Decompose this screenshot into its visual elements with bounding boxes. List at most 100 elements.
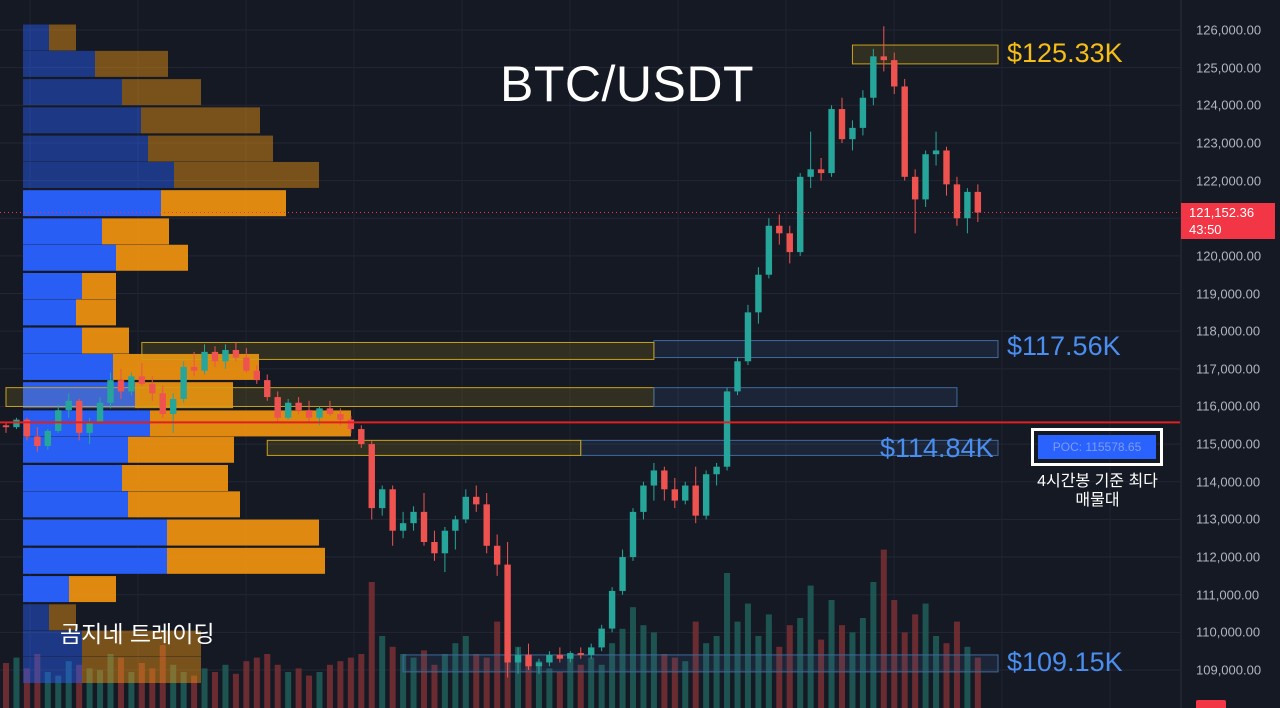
candle-body bbox=[358, 429, 365, 445]
candle-body bbox=[368, 444, 375, 509]
candle-body bbox=[817, 169, 825, 174]
candle-body bbox=[253, 370, 260, 381]
volume-bar bbox=[473, 654, 480, 708]
volume-bar bbox=[452, 643, 459, 708]
volume-bar bbox=[703, 643, 710, 708]
candle-body bbox=[870, 56, 877, 98]
volume-profile-sell-bar bbox=[49, 604, 76, 631]
candle-body bbox=[86, 421, 93, 433]
volume-bar bbox=[44, 672, 51, 708]
price-axis-tick: 111,000.00 bbox=[1196, 587, 1260, 603]
volume-bar bbox=[974, 657, 981, 708]
volume-bar bbox=[734, 621, 741, 708]
candle-body bbox=[849, 127, 856, 140]
level-label: $109.15K bbox=[1007, 647, 1123, 678]
volume-bar bbox=[65, 661, 72, 708]
volume-bar bbox=[295, 668, 302, 708]
candle-body bbox=[2, 425, 10, 428]
volume-bar bbox=[839, 625, 845, 708]
volume-profile-sell-bar bbox=[161, 190, 286, 217]
candle-body bbox=[305, 410, 313, 418]
watermark: 곰지네 트레이딩 bbox=[60, 621, 215, 647]
price-axis-tick: 115,000.00 bbox=[1196, 436, 1261, 452]
price-axis-tick: 112,000.00 bbox=[1196, 549, 1261, 565]
volume-bar bbox=[494, 621, 501, 708]
candle-body bbox=[65, 400, 72, 411]
volume-bar bbox=[306, 675, 313, 708]
candle-body bbox=[765, 225, 773, 275]
volume-profile-sell-bar bbox=[49, 24, 76, 51]
price-axis-tick: 124,000.00 bbox=[1196, 97, 1262, 113]
candle-body bbox=[23, 419, 31, 437]
candle-body bbox=[619, 557, 626, 591]
level-zone bbox=[653, 340, 999, 359]
volume-profile-sell-bar bbox=[128, 436, 234, 463]
volume-profile-buy-bar bbox=[23, 218, 102, 245]
price-axis-tick: 110,000.00 bbox=[1196, 624, 1261, 640]
volume-profile-buy-bar bbox=[23, 547, 167, 574]
volume-bar bbox=[97, 670, 104, 708]
level-label: $125.33K bbox=[1007, 38, 1123, 69]
candle-body bbox=[399, 523, 407, 531]
current-price-tag: 121,152.36 43:50 bbox=[1181, 203, 1275, 239]
candle-body bbox=[943, 150, 950, 185]
volume-bar bbox=[588, 657, 595, 708]
volume-profile-sell-bar bbox=[116, 244, 188, 271]
candle-body bbox=[34, 436, 41, 446]
volume-profile-buy-bar bbox=[23, 353, 113, 380]
candle-body bbox=[661, 470, 668, 490]
candle-body bbox=[232, 350, 240, 358]
candle-body bbox=[901, 86, 908, 177]
volume-profile-sell-bar bbox=[128, 491, 240, 518]
candle-body bbox=[514, 654, 522, 663]
candle-body bbox=[347, 419, 355, 430]
candle-body bbox=[891, 60, 898, 87]
volume-bar bbox=[859, 618, 866, 708]
volume-bar bbox=[912, 614, 919, 708]
volume-profile-sell-bar bbox=[69, 576, 116, 603]
chart-title: BTC/USDT bbox=[500, 56, 754, 112]
volume-bar bbox=[389, 646, 396, 708]
volume-bar bbox=[535, 661, 542, 708]
volume-bar bbox=[964, 646, 971, 708]
candle-body bbox=[713, 466, 720, 475]
volume-bar bbox=[316, 672, 323, 708]
volume-bar bbox=[661, 654, 668, 708]
candle-body bbox=[797, 176, 804, 253]
volume-bar bbox=[285, 672, 292, 708]
candle-body bbox=[170, 398, 177, 414]
volume-bar bbox=[23, 668, 30, 708]
level-label: $114.84K bbox=[880, 433, 994, 464]
volume-bar bbox=[117, 657, 124, 708]
volume-bar bbox=[546, 668, 553, 708]
candle-body bbox=[201, 351, 208, 371]
volume-bar bbox=[368, 582, 375, 708]
volume-profile-buy-bar bbox=[23, 630, 82, 657]
candle-body bbox=[911, 176, 919, 200]
volume-bar bbox=[598, 664, 605, 708]
volume-bar bbox=[274, 664, 281, 708]
candle-body bbox=[96, 402, 104, 422]
volume-bar bbox=[55, 675, 62, 708]
volume-bar bbox=[410, 657, 417, 708]
candle-body bbox=[859, 97, 867, 128]
level-label: $117.56K bbox=[1007, 330, 1121, 361]
volume-profile-sell-bar bbox=[148, 135, 273, 162]
current-price-value: 121,152.36 bbox=[1189, 205, 1255, 220]
volume-profile-buy-bar bbox=[23, 576, 69, 603]
volume-bar bbox=[159, 645, 166, 708]
candle-body bbox=[598, 628, 605, 648]
volume-profile-buy-bar bbox=[23, 519, 167, 546]
candle-body bbox=[441, 530, 449, 554]
volume-bar bbox=[901, 632, 908, 708]
volume-profile-buy-bar bbox=[23, 135, 148, 162]
volume-bar bbox=[170, 664, 177, 708]
volume-bar bbox=[880, 549, 887, 708]
volume-bar bbox=[567, 654, 574, 708]
price-axis-tick: 113,000.00 bbox=[1196, 511, 1261, 527]
volume-profile-buy-bar bbox=[23, 604, 49, 631]
candle-body bbox=[755, 274, 762, 313]
volume-bar bbox=[337, 661, 344, 708]
